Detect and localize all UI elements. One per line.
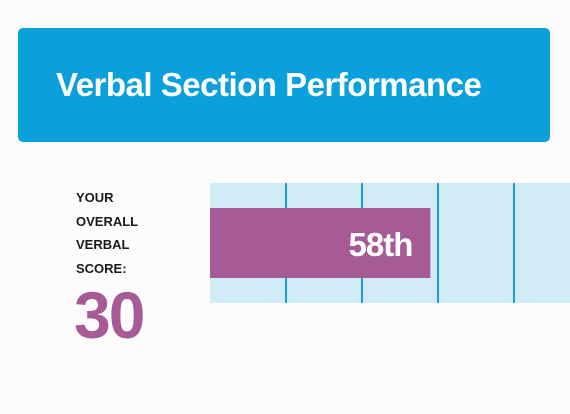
bar-data-label: 58th <box>349 226 413 263</box>
header-banner: Verbal Section Performance <box>18 28 550 142</box>
score-label-line: VERBAL <box>76 237 130 252</box>
page-title: Verbal Section Performance <box>56 66 482 103</box>
percentile-chart: 58th <box>210 183 570 303</box>
verbal-score-value: 30 <box>74 278 145 352</box>
score-label-line: SCORE: <box>76 260 127 276</box>
score-label: YOUR OVERALL VERBAL SCORE: <box>76 186 186 280</box>
percentile-bar <box>210 208 431 278</box>
score-label-line: YOUR <box>76 190 114 205</box>
score-label-line: OVERALL <box>76 213 139 229</box>
